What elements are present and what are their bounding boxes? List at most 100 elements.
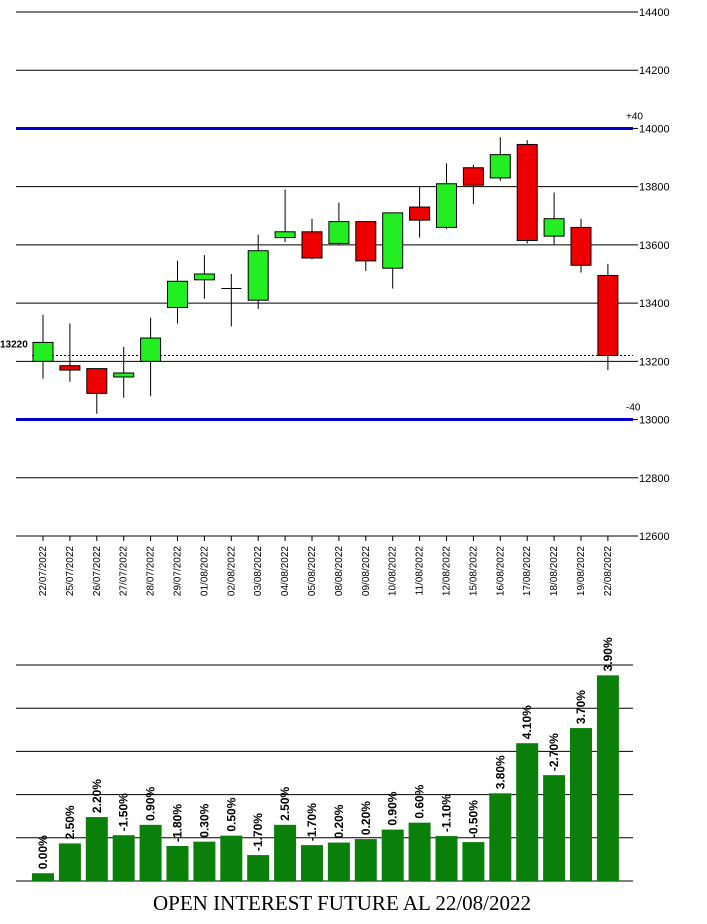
candle <box>167 260 188 324</box>
date-tick-label: 05/08/2022 <box>307 546 318 596</box>
candle <box>59 323 81 382</box>
candle-body <box>355 221 377 262</box>
last-price-label: 13220 <box>0 340 28 351</box>
date-tick-label: 17/08/2022 <box>522 546 533 596</box>
candle <box>462 164 484 205</box>
candle <box>409 186 431 238</box>
oi-bar-label: 2.50% <box>63 805 77 839</box>
date-tick-label: 15/08/2022 <box>468 546 479 596</box>
candle-body <box>140 337 162 362</box>
price-tick-label: 13600 <box>639 240 670 252</box>
oi-bar-label: 0.50% <box>224 797 238 831</box>
oi-bar-label: 0.00% <box>36 835 50 869</box>
candle-body <box>382 212 404 269</box>
candle-body <box>543 218 565 237</box>
oi-bar <box>381 829 404 881</box>
oi-bar <box>193 841 216 881</box>
candle <box>113 346 135 398</box>
candle-body <box>328 221 350 244</box>
date-tick-label: 19/08/2022 <box>576 546 587 596</box>
price-axis: 14400 14200 14000 13800 13600 13400 13200 13000… <box>633 7 670 543</box>
date-tick-label: 09/08/2022 <box>361 546 372 596</box>
candle-body <box>436 183 457 228</box>
candle-body <box>301 231 323 259</box>
oi-bar-label: 0.90% <box>386 791 400 825</box>
date-tick-label: 27/07/2022 <box>119 546 130 596</box>
date-tick-label: 03/08/2022 <box>253 546 264 596</box>
oi-grid <box>16 664 633 882</box>
date-tick-label: 22/08/2022 <box>603 546 614 596</box>
oi-bar <box>301 845 323 881</box>
oi-bar-label: -1.10% <box>440 794 454 832</box>
candle <box>86 368 108 414</box>
oi-bar <box>139 824 162 881</box>
oi-bar <box>32 873 54 881</box>
date-tick-label: 08/08/2022 <box>334 546 345 596</box>
candle-body <box>274 231 296 239</box>
date-tick-label: 22/07/2022 <box>38 546 49 596</box>
oi-bar-label: 4.10% <box>520 705 534 739</box>
candle <box>355 221 377 272</box>
oi-bar <box>489 793 512 881</box>
oi-bar <box>166 846 189 881</box>
candle <box>489 137 511 181</box>
candle <box>140 317 162 397</box>
chart-title: OPEN INTEREST FUTURE AL 22/08/2022 <box>153 891 531 915</box>
oi-bar-label: -1.70% <box>305 803 319 841</box>
oi-bar-label: -1.70% <box>251 813 265 851</box>
candle <box>516 140 538 244</box>
reference-line-label: +40 <box>626 111 643 122</box>
date-tick-label: 02/08/2022 <box>226 546 237 596</box>
oi-bar-label: -1.50% <box>117 793 131 831</box>
oi-bar <box>570 728 592 881</box>
candle-body <box>59 365 81 371</box>
date-tick-label: 28/07/2022 <box>146 546 157 596</box>
oi-bar-label: -2.70% <box>547 733 561 771</box>
date-tick-label: 25/07/2022 <box>65 546 76 596</box>
candle-body <box>32 341 54 362</box>
candle <box>570 218 592 273</box>
date-axis: 22/07/2022 25/07/2022 26/07/2022 27/07/2022… <box>16 535 633 596</box>
candle-body <box>113 372 135 378</box>
candle <box>274 189 296 242</box>
price-tick-label: 14200 <box>639 65 670 77</box>
candle-body <box>193 273 215 281</box>
oi-bar <box>435 836 458 881</box>
candles <box>32 137 619 414</box>
price-tick-label: 13800 <box>639 182 670 194</box>
oi-bar-label: 0.30% <box>197 803 211 837</box>
oi-bar <box>327 842 350 881</box>
candle <box>247 234 269 309</box>
oi-bar-label: 2.20% <box>90 779 104 813</box>
oi-bar-label: 3.80% <box>493 755 507 789</box>
oi-bar-label: 0.60% <box>413 784 427 818</box>
oi-bar-label: 0.20% <box>359 801 373 835</box>
date-tick-label: 26/07/2022 <box>92 546 103 596</box>
oi-bar <box>58 843 81 881</box>
candle-body <box>86 368 108 394</box>
oi-bar <box>220 835 243 881</box>
price-grid <box>16 11 633 537</box>
date-tick-label: 11/08/2022 <box>415 546 426 596</box>
candle <box>328 202 350 245</box>
price-tick-label: 12600 <box>639 531 670 543</box>
price-tick-label: 14400 <box>639 7 670 19</box>
oi-bars: 0.00% 2.50% 2.20% -1.50% 0.90% -1.80% 0.30% 0.5… <box>32 637 619 881</box>
oi-bar <box>354 839 377 881</box>
candle-body <box>462 167 484 186</box>
oi-bar <box>85 817 108 881</box>
oi-bar <box>112 835 135 881</box>
candle <box>221 274 242 327</box>
candle-body <box>247 250 269 301</box>
oi-bar-label: -1.80% <box>171 804 185 842</box>
oi-bar-label: 3.90% <box>601 637 615 671</box>
oi-bar-label: 2.50% <box>278 786 292 820</box>
date-tick-label: 18/08/2022 <box>549 546 560 596</box>
price-tick-label: 13000 <box>639 415 670 427</box>
price-tick-label: 12800 <box>639 473 670 485</box>
oi-bar-label: 0.20% <box>332 804 346 838</box>
candle-body <box>516 143 538 242</box>
oi-bar-label: 3.70% <box>574 690 588 724</box>
candle-body <box>167 280 188 308</box>
